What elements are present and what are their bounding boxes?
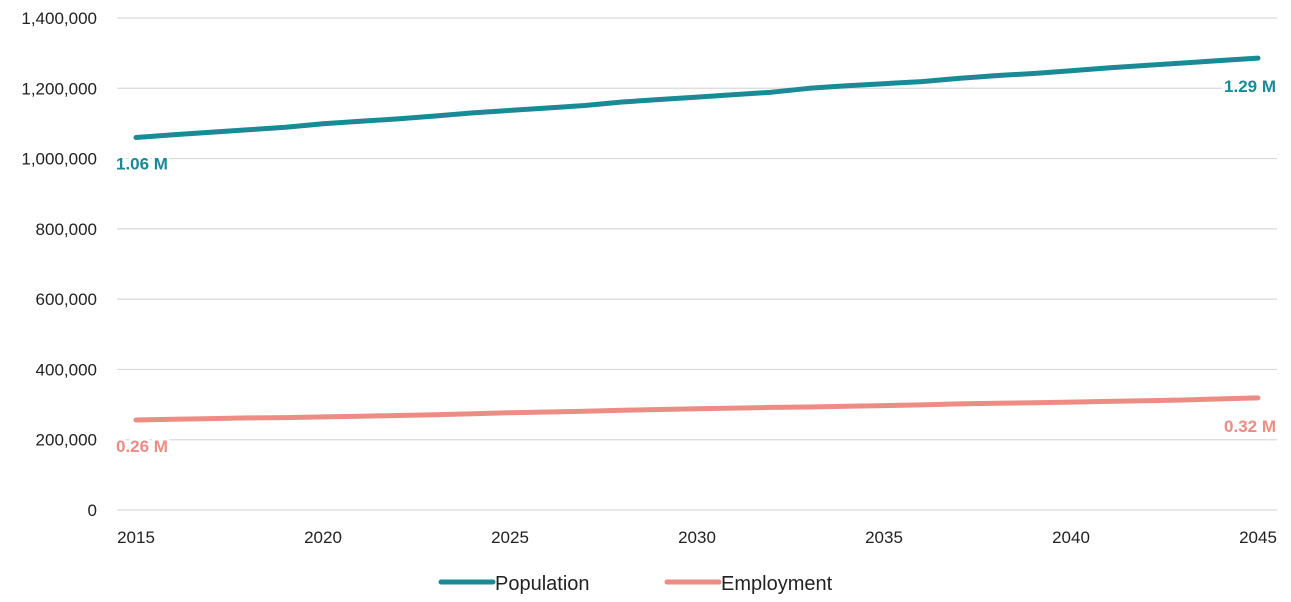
start-value-label: 0.26 M bbox=[116, 437, 168, 456]
end-labels: 1.06 M 1.29 M 0.26 M 0.32 M bbox=[113, 74, 1279, 459]
x-tick-label: 2025 bbox=[491, 528, 529, 547]
x-tick-label: 2020 bbox=[304, 528, 342, 547]
x-tick-label: 2045 bbox=[1239, 528, 1277, 547]
legend-label: Population bbox=[495, 573, 590, 595]
y-axis: 0 200,000 400,000 600,000 800,000 1,000,000 1,… bbox=[21, 9, 97, 520]
y-tick-label: 600,000 bbox=[36, 290, 97, 309]
y-tick-label: 1,400,000 bbox=[21, 9, 97, 28]
x-axis: 2015 2020 2025 2030 2035 2040 2045 bbox=[117, 528, 1277, 547]
y-tick-label: 1,200,000 bbox=[21, 79, 97, 98]
y-tick-label: 0 bbox=[88, 501, 97, 520]
x-tick-label: 2035 bbox=[865, 528, 903, 547]
end-value-label: 0.32 M bbox=[1224, 417, 1276, 436]
end-value-label: 1.29 M bbox=[1224, 77, 1276, 96]
legend: Population Employment bbox=[438, 573, 833, 595]
gridlines bbox=[117, 17, 1277, 511]
series-line-population bbox=[133, 55, 1261, 140]
x-tick-label: 2030 bbox=[678, 528, 716, 547]
x-tick-label: 2040 bbox=[1052, 528, 1090, 547]
x-tick-label: 2015 bbox=[117, 528, 155, 547]
y-tick-label: 200,000 bbox=[36, 431, 97, 450]
y-tick-label: 800,000 bbox=[36, 220, 97, 239]
y-tick-label: 1,000,000 bbox=[21, 150, 97, 169]
legend-label: Employment bbox=[721, 573, 833, 595]
series-line-employment bbox=[133, 395, 1261, 423]
series-lines bbox=[133, 55, 1261, 423]
y-tick-label: 400,000 bbox=[36, 360, 97, 379]
start-value-label: 1.06 M bbox=[116, 154, 168, 173]
